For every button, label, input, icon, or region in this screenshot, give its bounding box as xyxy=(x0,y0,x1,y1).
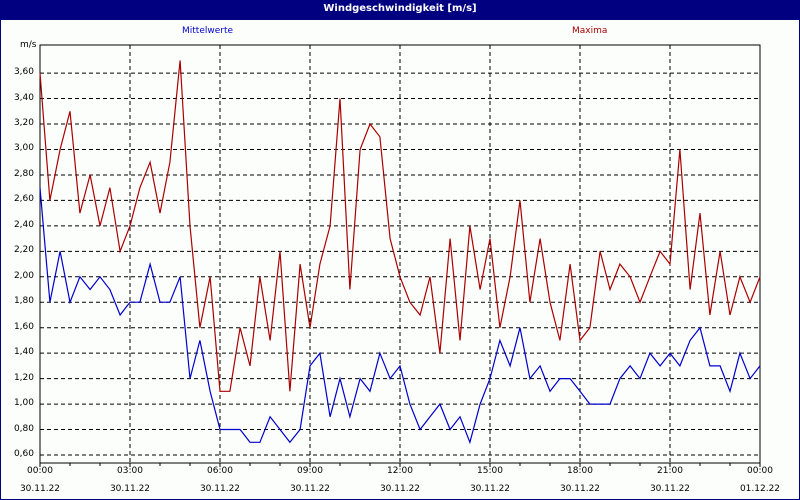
y-tick-label: 2,80 xyxy=(13,168,34,179)
x-tick-date: 30.11.22 xyxy=(199,484,241,494)
y-tick-label: 1,40 xyxy=(13,347,34,358)
legend-mean: Mittelwerte xyxy=(182,26,234,36)
legend-max: Maxima xyxy=(572,26,608,36)
x-tick-time: 00:00 xyxy=(747,466,773,476)
series-maxima-line xyxy=(39,60,761,392)
x-tick-time: 12:00 xyxy=(387,466,413,476)
y-tick-label: 2,60 xyxy=(13,194,34,205)
x-tick-date: 30.11.22 xyxy=(289,484,331,494)
series-mittelwerte-line xyxy=(39,187,761,445)
x-tick-date: 30.11.22 xyxy=(379,484,421,494)
x-tick-time: 21:00 xyxy=(657,466,683,476)
x-tick-time: 03:00 xyxy=(117,466,143,476)
y-tick-label: 3,60 xyxy=(13,67,34,78)
y-tick-label: 2,40 xyxy=(13,219,34,230)
y-tick-label: 1,20 xyxy=(13,372,34,383)
y-tick-label: 0,60 xyxy=(13,449,34,459)
x-tick-date: 30.11.22 xyxy=(19,484,61,494)
x-tick-time: 09:00 xyxy=(297,466,323,476)
plot-frame xyxy=(39,44,761,464)
y-tick-label: 1,00 xyxy=(13,398,34,409)
y-axis-unit: m/s xyxy=(20,40,37,50)
x-tick-time: 15:00 xyxy=(477,466,503,476)
y-tick-label: 1,60 xyxy=(13,321,34,332)
y-tick-label: 2,20 xyxy=(13,245,34,256)
x-tick-time: 06:00 xyxy=(207,466,233,476)
x-tick-time: 18:00 xyxy=(567,466,593,476)
y-tick-label: 3,20 xyxy=(13,118,34,129)
y-tick-label: 0,80 xyxy=(13,423,34,434)
x-tick-date: 30.11.22 xyxy=(469,484,511,494)
y-tick-label: 3,00 xyxy=(13,143,34,154)
x-tick-date: 30.11.22 xyxy=(559,484,601,494)
x-tick-date: 01.12.22 xyxy=(739,484,781,494)
x-tick-time: 00:00 xyxy=(27,466,53,476)
x-tick-date: 30.11.22 xyxy=(649,484,691,494)
y-tick-label: 1,80 xyxy=(13,296,34,307)
chart-title: Windgeschwindigkeit [m/s] xyxy=(0,0,800,20)
y-tick-label: 2,00 xyxy=(13,270,34,281)
x-tick-date: 30.11.22 xyxy=(109,484,151,494)
y-tick-label: 3,40 xyxy=(13,92,34,103)
